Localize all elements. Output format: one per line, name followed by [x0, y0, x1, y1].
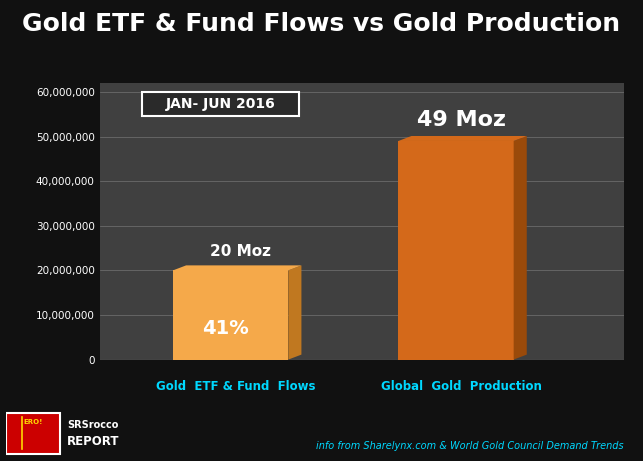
Text: SRSrocco: SRSrocco [67, 420, 118, 430]
Polygon shape [399, 141, 514, 360]
Text: Global  Gold  Production: Global Gold Production [381, 380, 541, 393]
Polygon shape [514, 136, 527, 360]
Polygon shape [399, 136, 527, 141]
Text: Gold  ETF & Fund  Flows: Gold ETF & Fund Flows [156, 380, 316, 393]
Polygon shape [173, 266, 302, 270]
Text: ERO!: ERO! [24, 419, 43, 425]
Polygon shape [173, 270, 288, 360]
Text: info from Sharelynx.com & World Gold Council Demand Trends: info from Sharelynx.com & World Gold Cou… [316, 441, 624, 451]
Text: 49 Moz: 49 Moz [417, 110, 506, 130]
Text: REPORT: REPORT [67, 435, 120, 448]
Text: 41%: 41% [202, 319, 249, 338]
Text: JAN- JUN 2016: JAN- JUN 2016 [165, 97, 275, 111]
Polygon shape [288, 266, 302, 360]
Bar [6, 413, 60, 454]
Text: Gold ETF & Fund Flows vs Gold Production: Gold ETF & Fund Flows vs Gold Production [23, 12, 620, 35]
FancyBboxPatch shape [141, 92, 299, 117]
Text: 20 Moz: 20 Moz [210, 244, 271, 259]
